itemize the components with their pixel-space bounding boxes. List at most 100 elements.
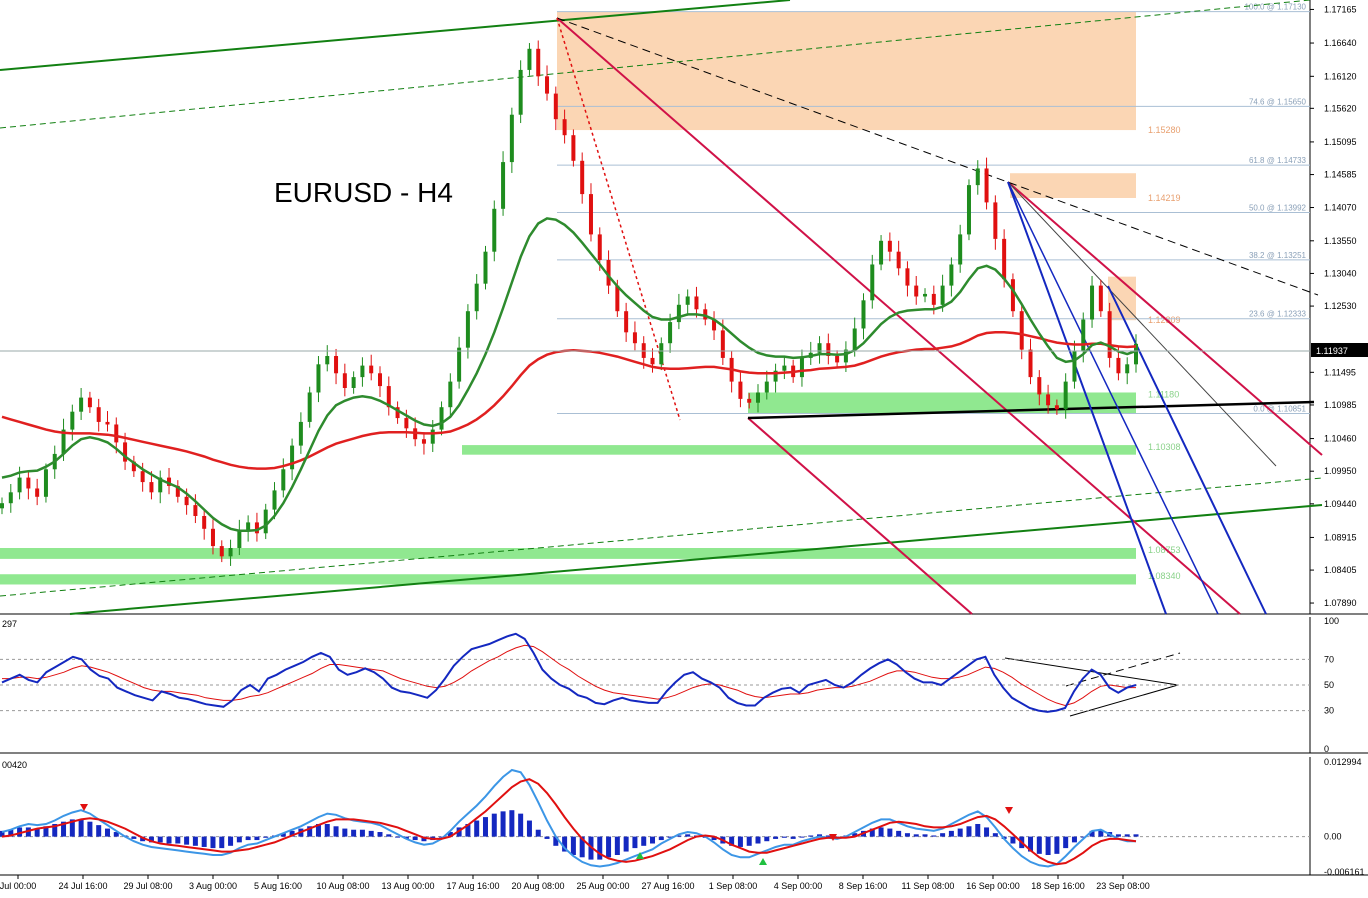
macd-histogram-bar [439,836,445,838]
macd-histogram-bar [447,832,453,837]
trendline-crimson-main [556,17,1241,615]
macd-histogram-bar [597,836,603,860]
zones-layer: 1.15280 1.14219 1.12309 1.11180 1.10308 1.087… [0,11,1181,585]
price-tick-label: 1.10460 [1324,434,1357,444]
candle-body [545,76,550,94]
candle-body [659,343,664,365]
candle-body [1002,238,1007,280]
candle-body [826,343,831,356]
macd-histogram-bar [34,828,40,837]
candle-body [580,160,585,195]
candle-body [597,234,602,260]
candle-body [861,300,866,329]
candle-body [1046,394,1051,406]
candle-body [465,311,470,348]
macd-histogram-bar [69,819,75,837]
candle-body [87,397,92,408]
candle-body [351,377,356,388]
resistance-zone-label-1: 1.15280 [1148,125,1181,135]
fib-level-label-6: 0.0 @ 1.10851 [1253,405,1306,414]
macd-histogram-bar [157,836,163,843]
candle-body [272,490,277,510]
candle-body [562,119,567,136]
macd-histogram-bar [553,836,559,846]
macd-line [1,768,1136,868]
candle-body [1116,357,1121,374]
candle-body [167,477,172,486]
trendline-green-upper [0,0,791,71]
time-tick-label: 18 Sep 16:00 [1031,881,1085,891]
fib-level-label-0: 100.0 @ 1.17130 [1244,3,1306,12]
candle-body [474,283,479,312]
macd-histogram-bar [614,836,620,855]
candle-body [870,264,875,301]
macd-histogram-bar [210,836,216,849]
macd-histogram-bar [790,836,796,839]
candle-body [501,162,506,209]
macd-histogram-bar [817,834,823,837]
time-tick-label: 10 Aug 08:00 [316,881,369,891]
candle-body [852,328,857,350]
candle-body [553,93,558,120]
macd-histogram-bar [685,834,691,837]
candle-body [228,548,233,557]
arrow-sell-1 [80,804,88,811]
candle-body [879,240,884,265]
support-zone-3 [0,548,1136,559]
macd-histogram-bar [245,836,251,841]
price-tick-label: 1.16640 [1324,38,1357,48]
macd-histogram-bar [992,833,998,837]
candle-body [817,343,822,353]
candle-body [360,365,365,378]
fib-level-label-3: 50.0 @ 1.13992 [1249,204,1307,213]
time-tick-label: 23 Sep 08:00 [1096,881,1150,891]
candle-body [588,194,593,235]
macd-histogram-bar [1124,834,1130,837]
macd-histogram-bar [1098,829,1104,837]
macd-histogram-bar [395,836,401,838]
macd-histogram-bar [606,836,612,858]
candle-body [712,319,717,331]
price-tick-label: 1.13040 [1324,268,1357,278]
candle-body [158,477,163,493]
macd-histogram-bar [0,830,5,837]
time-tick-label: 5 Aug 16:00 [254,881,302,891]
resistance-zone-1 [557,11,1136,131]
macd-histogram-bar [333,826,339,837]
candle-body [703,309,708,320]
candle-body [518,69,523,115]
time-tick-label: 1 Sep 08:00 [709,881,758,891]
trendline-crimson-upper-right [1007,181,1323,456]
candle-body [61,429,66,454]
candle-body [404,418,409,429]
current-price-badge [1311,343,1368,357]
trendline-green-lower [69,504,1323,615]
time-tick-label: 27 Aug 16:00 [641,881,694,891]
price-tick-label: 1.16120 [1324,71,1357,81]
candle-body [905,268,910,286]
time-tick-label: 4 Sep 00:00 [774,881,823,891]
candle-body [307,392,312,422]
candle-body [140,471,145,483]
macd-histogram-bar [412,836,418,841]
price-tick-label: 1.12530 [1324,301,1357,311]
macd-histogram-bar [773,836,779,839]
candle-body [123,442,128,462]
macd-tick-label: 0.00 [1324,832,1342,842]
candle-body [395,407,400,419]
macd-histogram-bar [896,830,902,837]
macd-histogram-bar [948,830,954,837]
candle-body [835,356,840,363]
candle-body [184,496,189,506]
macd-histogram-bar [641,836,647,846]
macd-signal-line [1,778,1137,866]
candle-body [843,349,848,363]
candle-body [8,492,13,504]
candle-body [914,285,919,297]
candle-body [202,516,207,529]
rsi-panel: 297 100 70 50 30 0 [0,616,1339,754]
macd-histogram-bar [526,820,532,837]
macd-histogram-bar [940,833,946,837]
macd-histogram-bar [140,836,146,842]
moving-average-green [1,217,1137,532]
